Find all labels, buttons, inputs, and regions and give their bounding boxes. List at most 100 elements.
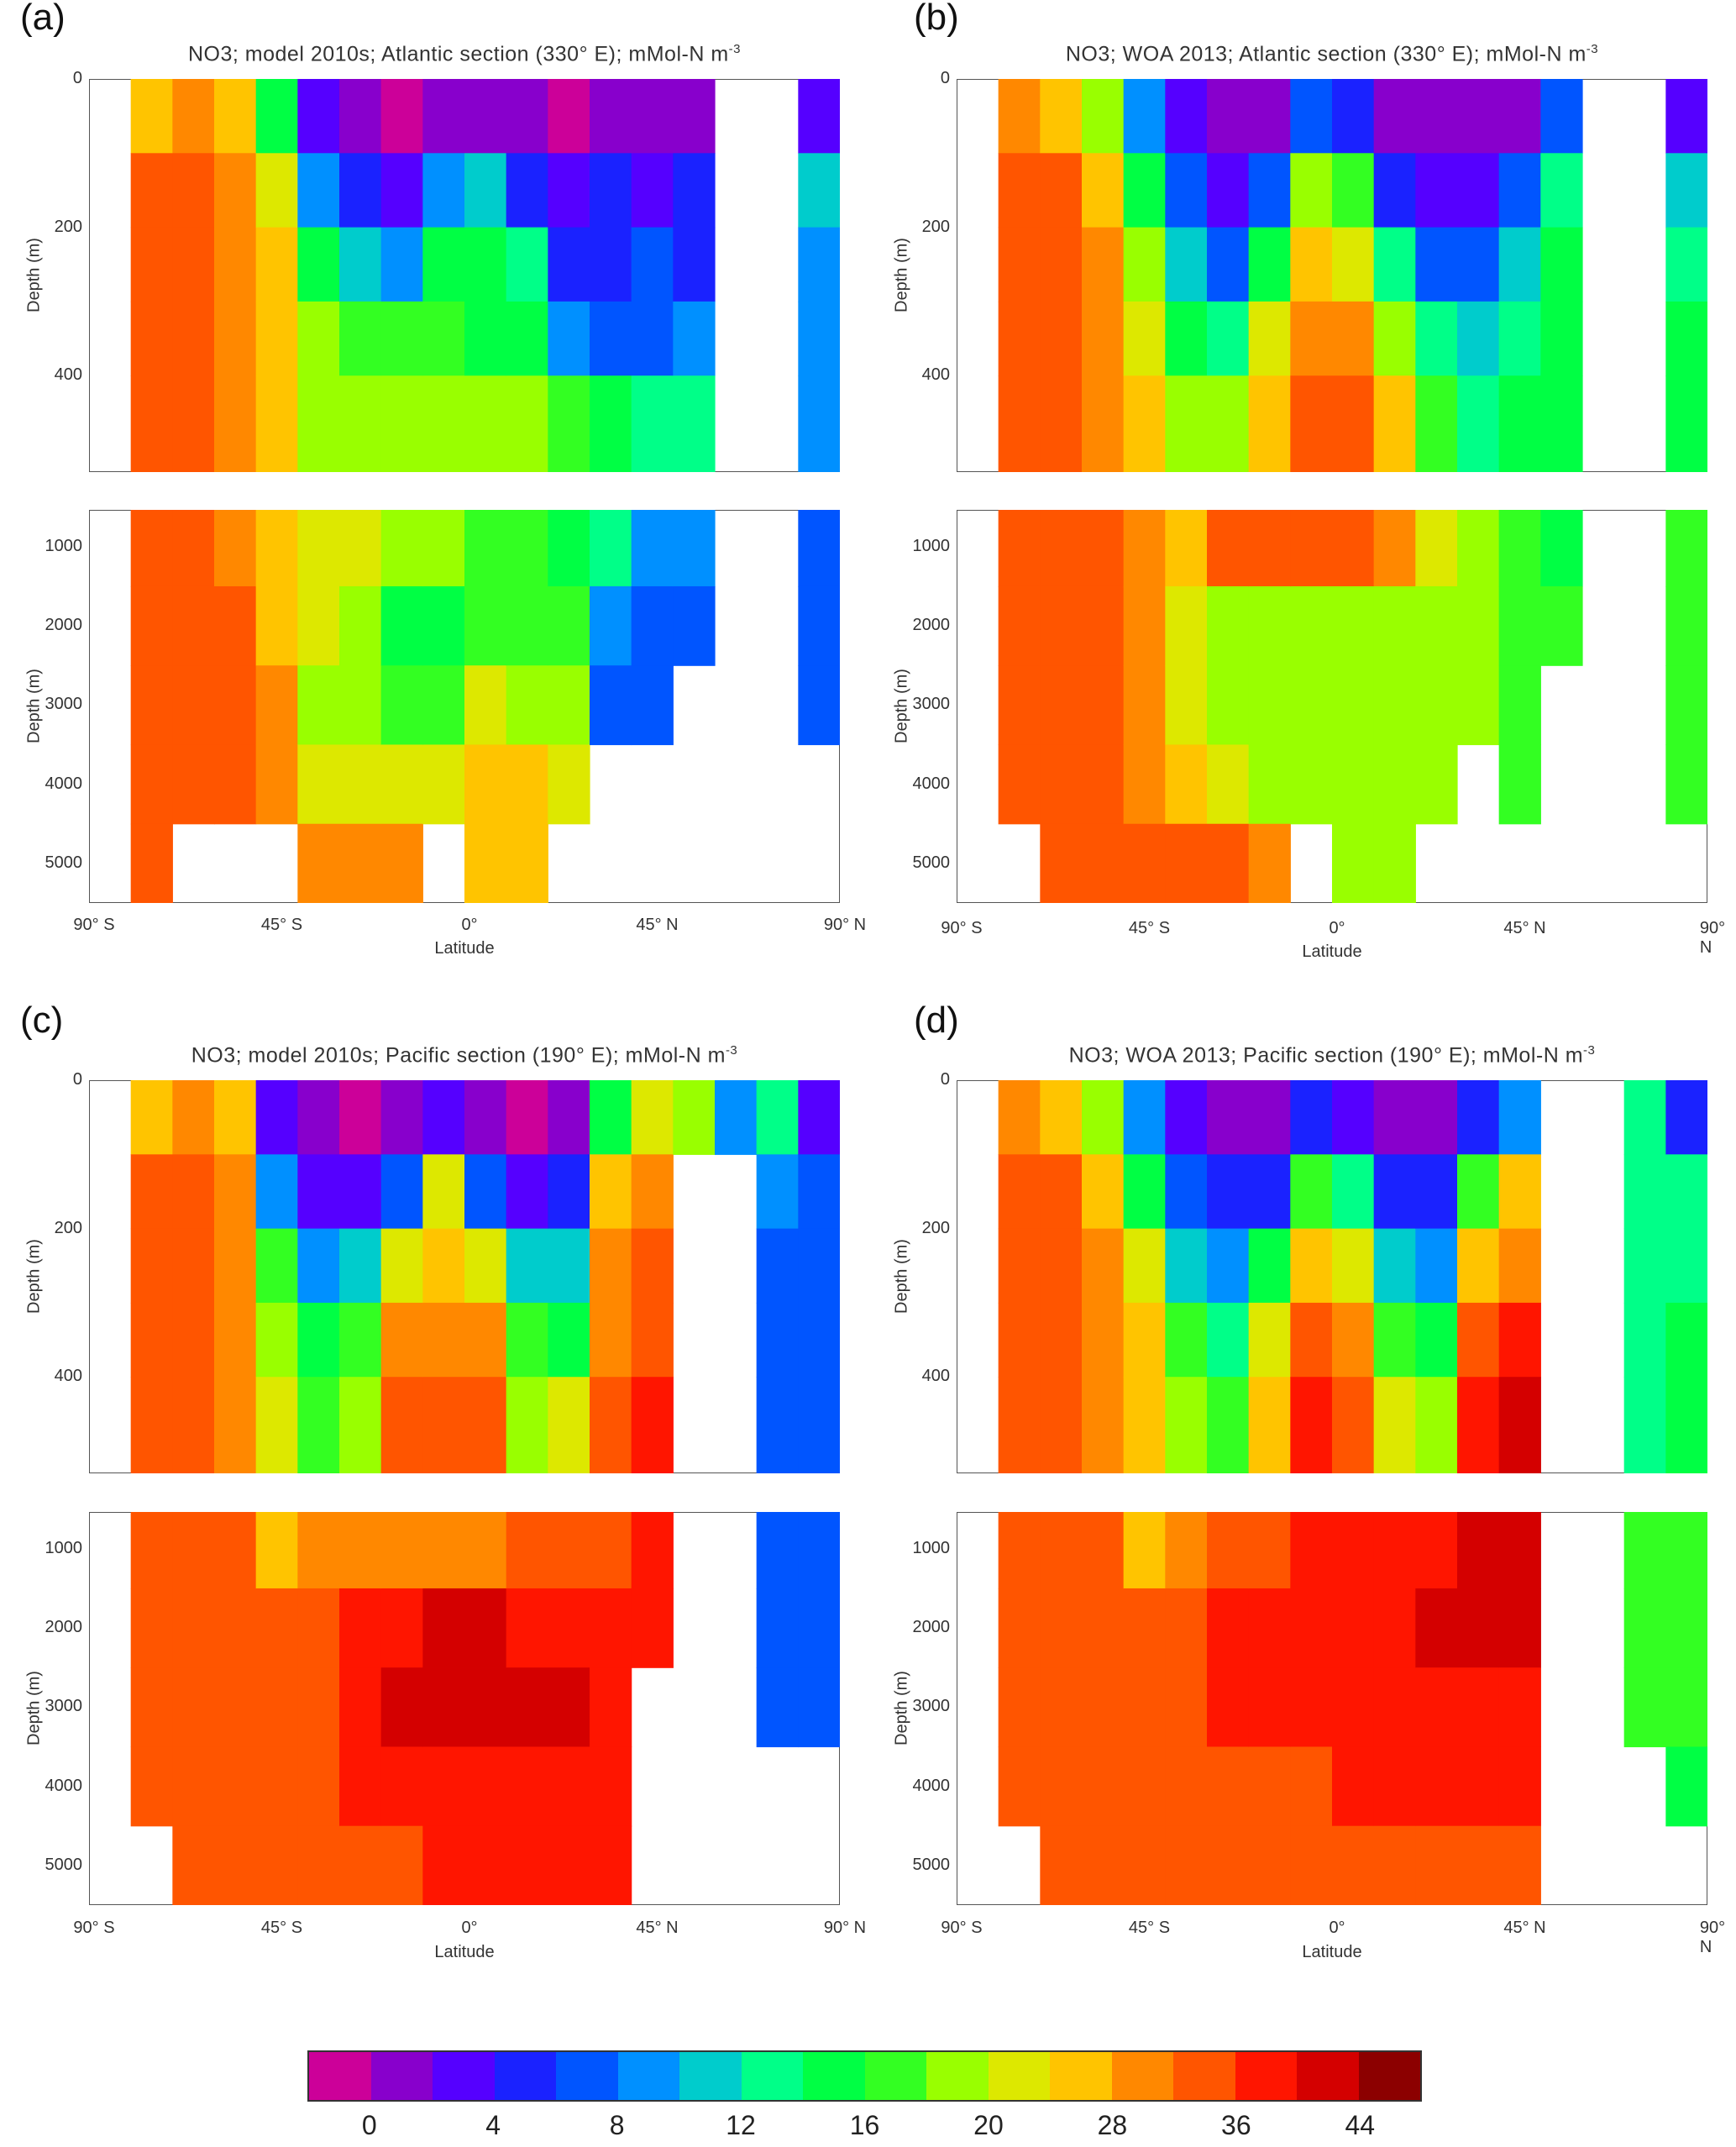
heatmap-cell [1123,1376,1166,1473]
heatmap-cell [1289,78,1333,154]
heatmap [998,78,1707,472]
y-tick-label: 3000 [912,1697,951,1716]
lower-section-plot [89,1511,840,1905]
heatmap-cell [1039,743,1083,824]
heatmap-cell [1665,1376,1707,1473]
panel-letter: (a) [20,0,66,38]
heatmap-cell [1081,585,1124,666]
heatmap-cell [213,152,256,228]
heatmap-cell [756,1511,799,1589]
heatmap-cell [1289,375,1333,472]
heatmap-cell [255,1079,298,1155]
heatmap-cell [464,743,506,824]
heatmap-cell [255,301,298,376]
heatmap-cell [547,1302,590,1378]
heatmap-cell [797,1302,840,1378]
y-axis-label: Depth (m) [24,238,44,312]
heatmap-cell [296,1745,340,1826]
heatmap-cell [1123,375,1166,472]
heatmap-cell [1498,301,1541,376]
heatmap-cell [1081,1825,1124,1905]
heatmap-cell [1206,1302,1249,1378]
heatmap-cell [1373,1667,1416,1747]
heatmap-cell [1164,1745,1208,1826]
y-tick-label: 200 [54,1218,82,1237]
heatmap-cell [338,1588,381,1668]
x-tick-label: 90° S [73,1919,115,1937]
heatmap-cell [1414,664,1458,745]
heatmap-cell [589,375,632,472]
heatmap-cell [756,1588,799,1668]
heatmap-cell [422,1079,465,1155]
heatmap-cell [255,1511,298,1589]
heatmap-cell [1248,1302,1291,1378]
heatmap-cell [1164,823,1208,903]
y-tick-label: 400 [54,1367,82,1386]
heatmap-cell [1665,227,1707,302]
colorbar-bin [617,2052,679,2100]
heatmap-cell [1373,1228,1416,1304]
heatmap-cell [130,509,173,587]
heatmap-cell [1456,1153,1499,1229]
y-tick-label: 3000 [912,695,951,714]
heatmap-cell [422,1376,465,1473]
heatmap-cell [1164,1667,1208,1747]
heatmap-cell [1123,743,1166,824]
heatmap-cell [1164,664,1208,745]
heatmap-cell [1665,375,1707,472]
heatmap-cell [464,1153,506,1229]
heatmap-cell [171,1302,215,1378]
upper-section-plot [89,1079,840,1473]
heatmap-cell [1623,1667,1666,1747]
heatmap-cell [380,1825,423,1905]
heatmap-cell [380,1588,423,1668]
heatmap-cell [171,664,215,745]
heatmap-cell [464,585,506,666]
heatmap-cell [130,1153,173,1229]
heatmap-cell [506,1079,548,1155]
heatmap-cell [213,509,256,587]
heatmap-cell [1456,1228,1499,1304]
heatmap-cell [171,375,215,472]
heatmap-cell [1498,1079,1541,1155]
heatmap-cell [1123,227,1166,302]
heatmap-cell [589,78,632,154]
heatmap-cell [296,375,340,472]
heatmap-cell [464,78,506,154]
heatmap-cell [506,1376,548,1473]
heatmap-cell [1039,585,1083,666]
heatmap-cell [1164,1228,1208,1304]
colorbar-bin [556,2052,618,2100]
heatmap-cell [1039,823,1083,903]
heatmap-cell [1248,1588,1291,1668]
y-tick-label: 4000 [45,774,83,793]
heatmap-cell [506,1825,548,1905]
heatmap-cell [296,1302,340,1378]
heatmap-cell [1373,1825,1416,1905]
heatmap-cell [1414,1745,1458,1826]
heatmap-cell [213,1667,256,1747]
title-text: NO3; WOA 2013; Pacific section (190° E);… [1068,1043,1584,1068]
heatmap-cell [255,1825,298,1905]
heatmap-cell [672,227,716,302]
heatmap-cell [1373,664,1416,745]
heatmap-cell [422,1588,465,1668]
heatmap-cell [631,1228,674,1304]
x-tick-label: 90° N [823,1919,867,1937]
heatmap-cell [1665,1588,1707,1668]
heatmap-cell [296,1825,340,1905]
heatmap-cell [1206,301,1249,376]
heatmap [130,509,840,903]
heatmap-cell [338,743,381,824]
heatmap-cell [797,585,840,666]
heatmap-cell [130,1376,173,1473]
heatmap-cell [422,585,465,666]
heatmap-cell [1248,78,1291,154]
heatmap-cell [998,664,1041,745]
heatmap-cell [1206,78,1249,154]
heatmap-cell [1039,1376,1083,1473]
heatmap-cell [130,227,173,302]
heatmap-cell [1039,152,1083,228]
y-axis-label: Depth (m) [24,1671,44,1745]
heatmap-cell [380,585,423,666]
